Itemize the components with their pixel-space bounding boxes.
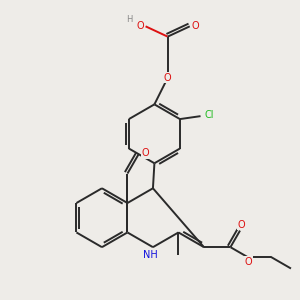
- Text: H: H: [126, 15, 133, 24]
- Text: O: O: [141, 148, 149, 158]
- Text: Cl: Cl: [204, 110, 214, 120]
- Text: O: O: [164, 73, 172, 83]
- Text: O: O: [136, 21, 144, 31]
- Text: NH: NH: [143, 250, 158, 260]
- Text: O: O: [191, 21, 199, 31]
- Text: O: O: [238, 220, 245, 230]
- Text: O: O: [245, 257, 252, 267]
